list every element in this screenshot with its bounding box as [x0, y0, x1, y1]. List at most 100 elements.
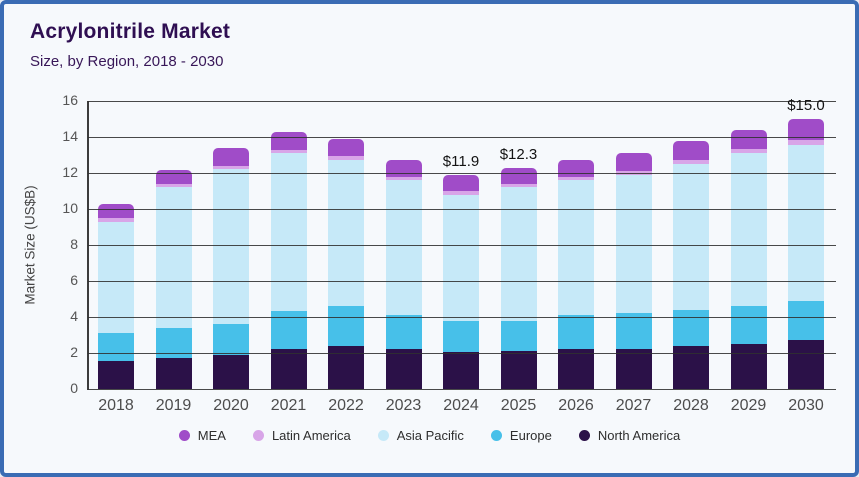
- bar-segment-north-america-2018: [98, 361, 134, 389]
- y-tick-label-6: 6: [70, 272, 78, 288]
- bar-segment-north-america-2030: [788, 340, 824, 389]
- y-tick-label-16: 16: [62, 92, 78, 108]
- bar-segment-north-america-2025: [500, 351, 537, 389]
- bar-segment-mea-2027: [615, 153, 652, 172]
- plot-area: 0 2 4 6 8 10 12 14 16 2018 2019 2020 2021 2022 2023 202…: [62, 92, 836, 414]
- bar-segment-latin-america-2025: [500, 183, 537, 188]
- bar-segment-mea-2028: [673, 140, 709, 161]
- bar-segment-europe-2024: [443, 320, 479, 353]
- bar-segment-asia-pacific-2022: [328, 159, 364, 307]
- gridline-6: [88, 280, 836, 282]
- legend-dot-latin-america: [252, 430, 264, 441]
- x-tick-label-2025: 2025: [500, 397, 537, 414]
- bar-2030: [788, 119, 824, 389]
- x-tick-label-2020: 2020: [213, 397, 249, 414]
- bar-2025: [500, 167, 537, 389]
- bar-segment-mea-2025: [500, 167, 537, 184]
- x-tick-label-2030: 2030: [788, 397, 824, 414]
- bar-2028: [673, 140, 709, 389]
- bar-segment-mea-2024: [443, 174, 479, 192]
- bar-segment-mea-2022: [328, 138, 364, 156]
- gridline-10: [88, 208, 836, 210]
- legend-label-north-america: North America: [597, 428, 681, 443]
- y-tick-label-10: 10: [62, 200, 78, 216]
- gridline-12: [88, 172, 836, 174]
- x-tick-label-2022: 2022: [328, 397, 364, 414]
- bar-segment-mea-2019: [155, 170, 192, 184]
- legend-item-asia-pacific: Asia Pacific: [377, 428, 464, 443]
- legend-item-north-america: North America: [578, 428, 681, 443]
- bar-segment-asia-pacific-2023: [385, 180, 422, 316]
- gridline-14: [88, 136, 836, 138]
- bar-segment-europe-2029: [730, 306, 767, 344]
- bar-segment-latin-america-2022: [328, 155, 364, 160]
- bar-2027: [615, 153, 652, 389]
- gridline-4: [88, 316, 836, 318]
- bar-segment-mea-2023: [385, 160, 422, 177]
- bar-2024: [443, 174, 479, 389]
- y-tick-label-12: 12: [62, 164, 78, 180]
- legend-dot-north-america: [578, 430, 590, 441]
- bar-segment-europe-2030: [788, 300, 824, 341]
- legend-label-asia-pacific: Asia Pacific: [396, 428, 464, 443]
- bar-segment-north-america-2023: [385, 348, 422, 389]
- bar-segment-europe-2023: [385, 315, 422, 349]
- bar-segment-north-america-2027: [615, 348, 652, 389]
- bar-segment-north-america-2026: [558, 349, 594, 389]
- y-tick-label-2: 2: [70, 344, 78, 360]
- bar-segment-latin-america-2020: [213, 165, 249, 170]
- bar-segment-asia-pacific-2020: [213, 169, 249, 325]
- gridline-2: [88, 352, 836, 354]
- x-tick-label-2027: 2027: [615, 397, 652, 414]
- bar-segment-north-america-2024: [443, 352, 479, 389]
- legend-dot-europe: [490, 430, 502, 441]
- bar-segment-asia-pacific-2029: [730, 153, 767, 307]
- y-tick-label-14: 14: [62, 128, 78, 144]
- bar-segment-europe-2026: [558, 315, 594, 350]
- bar-segment-europe-2025: [500, 320, 537, 352]
- y-axis-line: [87, 101, 89, 390]
- y-tick-label-0: 0: [70, 380, 78, 396]
- bar-segment-europe-2027: [615, 312, 652, 349]
- bar-segment-asia-pacific-2030: [788, 145, 824, 301]
- chart-title: Acrylonitrile Market: [30, 20, 231, 43]
- x-tick-label-2029: 2029: [730, 397, 767, 414]
- bar-segment-mea-2018: [98, 203, 134, 219]
- legend-label-europe: Europe: [509, 428, 552, 443]
- x-tick-label-2024: 2024: [443, 397, 479, 414]
- x-tick-label-2023: 2023: [385, 397, 422, 414]
- bar-segment-europe-2028: [673, 309, 709, 346]
- bar-2020: [213, 147, 249, 389]
- x-tick-label-2018: 2018: [98, 397, 134, 414]
- bar-segment-latin-america-2018: [98, 218, 134, 222]
- x-tick-label-2019: 2019: [155, 397, 192, 414]
- bar-segment-asia-pacific-2028: [673, 164, 709, 310]
- bar-segment-north-america-2020: [213, 354, 249, 389]
- gridline-8: [88, 244, 836, 246]
- legend-label-latin-america: Latin America: [271, 428, 351, 443]
- bar-2026: [558, 159, 594, 389]
- legend-dot-mea: [178, 430, 190, 441]
- bar-segment-asia-pacific-2024: [443, 194, 479, 321]
- bar-segment-north-america-2019: [155, 358, 192, 389]
- bar-segment-asia-pacific-2025: [500, 187, 537, 321]
- bar-2021: [270, 131, 307, 389]
- bar-segment-latin-america-2028: [673, 160, 709, 165]
- bar-2029: [730, 129, 767, 389]
- legend-item-latin-america: Latin America: [252, 428, 351, 443]
- y-tick-label-4: 4: [70, 308, 78, 324]
- data-label-2024: $11.9: [442, 152, 480, 170]
- gridline-0: [88, 388, 836, 390]
- bar-segment-asia-pacific-2018: [98, 221, 134, 334]
- bar-segment-mea-2030: [788, 119, 824, 140]
- bar-segment-europe-2019: [155, 327, 192, 359]
- bar-segment-mea-2020: [213, 147, 249, 166]
- bar-segment-mea-2026: [558, 159, 594, 177]
- bar-segment-asia-pacific-2027: [615, 174, 652, 313]
- bar-segment-mea-2021: [270, 131, 307, 150]
- y-tick-label-8: 8: [70, 236, 78, 252]
- bar-segment-asia-pacific-2019: [155, 187, 192, 328]
- x-tick-label-2026: 2026: [558, 397, 594, 414]
- bar-segment-latin-america-2030: [788, 139, 824, 146]
